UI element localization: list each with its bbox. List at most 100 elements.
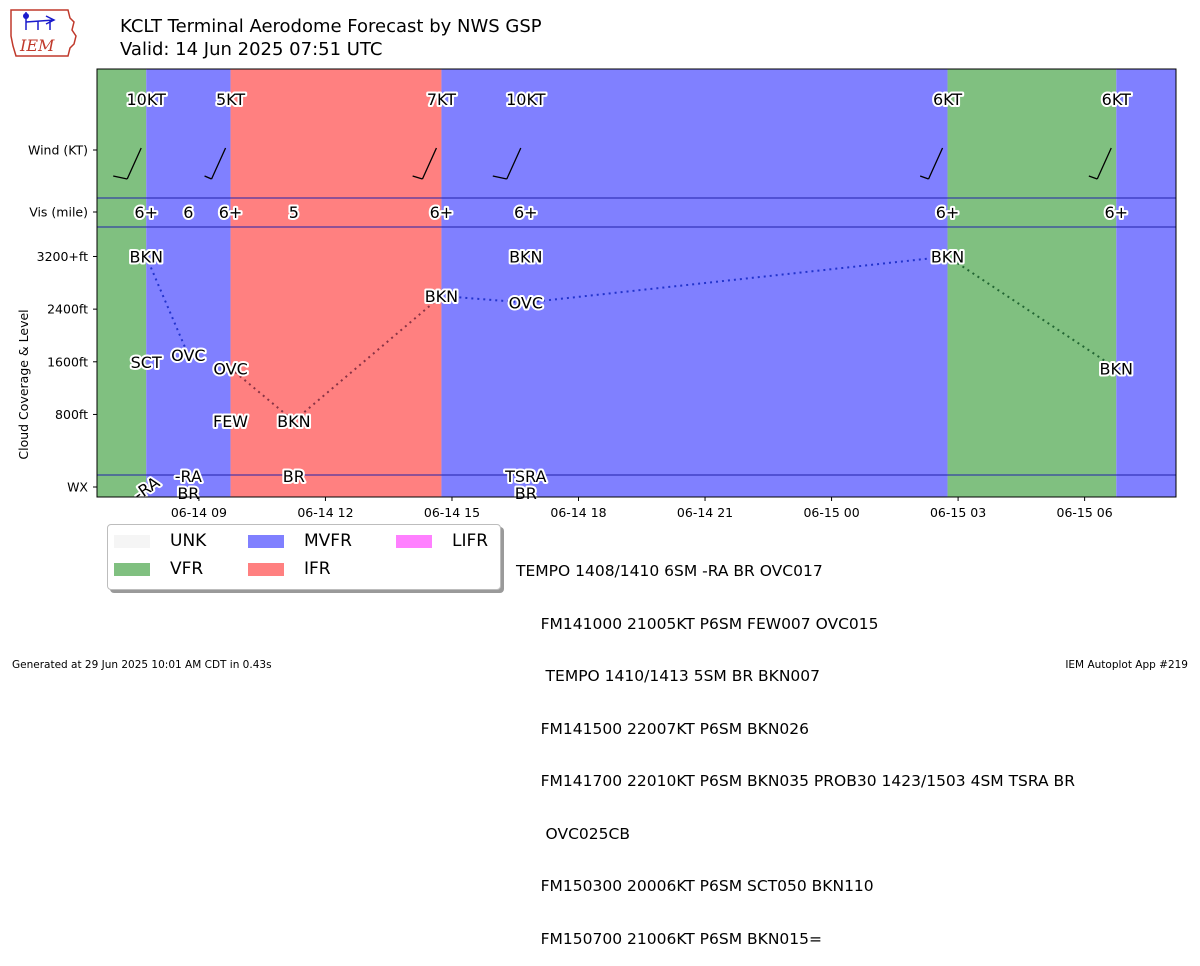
wind-barb-staff [1096, 147, 1112, 180]
xtick-label: 06-15 00 [803, 505, 859, 520]
legend-swatch-vfr [114, 562, 150, 576]
wind-speed-label: 10KT [127, 90, 167, 109]
visibility-label: 6+ [514, 203, 538, 222]
cloud-level-line [946, 255, 1117, 370]
visibility-label: 6+ [936, 203, 960, 222]
visibility-label: 6+ [1104, 203, 1128, 222]
wind-speed-label: 10KT [506, 90, 546, 109]
ytick-wx-label: WX [67, 480, 88, 495]
legend-label-mvfr: MVFR [304, 531, 352, 551]
taf-line: FM150700 21006KT P6SM BKN015= [516, 929, 822, 948]
taf-line: FM141700 22010KT P6SM BKN035 PROB30 1423… [516, 772, 1075, 790]
visibility-label: 6+ [134, 203, 158, 222]
wind-speed-label: 6KT [1102, 90, 1131, 109]
legend-swatch-lifr [396, 534, 432, 548]
wind-barb [412, 147, 438, 180]
weather-label: BR [283, 467, 305, 486]
weather-label: -RA [175, 467, 202, 486]
ytick-3200-ft-label: 3200+ft [37, 249, 88, 264]
visibility-label: 5 [289, 203, 299, 222]
chart-title: KCLT Terminal Aerodome Forecast by NWS G… [120, 16, 542, 37]
xtick-label: 06-14 12 [297, 505, 353, 520]
cloud-level-line [229, 295, 443, 423]
footer-generated: Generated at 29 Jun 2025 10:01 AM CDT in… [12, 659, 272, 671]
wind-barb-staff [927, 147, 944, 180]
legend-label-unk: UNK [170, 531, 207, 551]
span-vfr [97, 69, 147, 497]
legend-swatch-unk [114, 534, 150, 548]
legend-item-vfr: VFR [114, 559, 203, 579]
footer-app: IEM Autoplot App #219 [1065, 659, 1188, 671]
legend-label-vfr: VFR [170, 559, 204, 579]
cloud-level-line [441, 255, 948, 304]
legend-swatch-mvfr [248, 534, 284, 548]
wind-barb-staff [126, 147, 142, 180]
legend-item-ifr: IFR [248, 559, 331, 579]
taf-line: FM150300 20006KT P6SM SCT050 BKN110 [516, 877, 874, 895]
xtick-label: 06-15 03 [930, 505, 986, 520]
wind-barb [113, 147, 142, 180]
legend-label-lifr: LIFR [452, 531, 489, 551]
y-axis-label: Cloud Coverage & Level [16, 309, 31, 459]
wind-speed-label: 5KT [216, 90, 245, 109]
xtick-label: 06-15 06 [1057, 505, 1113, 520]
wind-barb-flag [412, 175, 423, 180]
visibility-label: 6+ [430, 203, 454, 222]
taf-line: TEMPO 1410/1413 5SM BR BKN007 [516, 667, 821, 685]
ytick-2400ft-label: 2400ft [47, 302, 88, 317]
wind-barb [1088, 147, 1112, 180]
span-mvfr [441, 69, 948, 497]
plot-frame [96, 68, 1177, 498]
cloud-cover-label: BKN [509, 247, 542, 266]
legend-item-mvfr: MVFR [248, 531, 352, 551]
iem-logo: IEM [8, 6, 80, 62]
weather-label: BR [177, 484, 199, 503]
legend-item-unk: UNK [114, 531, 206, 551]
legend-label-ifr: IFR [304, 559, 331, 579]
wind-barb-flag [204, 175, 212, 180]
wind-barb-flag [113, 175, 128, 180]
wind-barb [204, 147, 227, 180]
cloud-cover-label: SCT [131, 353, 162, 372]
wind-speed-label: 6KT [933, 90, 962, 109]
wind-barb-staff [421, 147, 438, 180]
ytick-wind-label: Wind (KT) [28, 143, 88, 158]
cloud-cover-label: BKN [1100, 359, 1133, 378]
span-mvfr [1116, 69, 1176, 497]
visibility-label: 6+ [219, 203, 243, 222]
wind-speed-label: 7KT [427, 90, 456, 109]
ytick-1600ft-label: 1600ft [47, 354, 88, 369]
weather-label: BR [515, 484, 537, 503]
taf-text: TEMPO 1408/1410 6SM -RA BR OVC017 FM1410… [516, 528, 1075, 966]
taf-chart: 10KT 5KT 7KT 10KT 6KT 6KT 6+ 6 6+ 5 6+ 6+ 6+ 6+ BKN SCT… [16, 68, 1177, 520]
taf-line: FM141000 21005KT P6SM FEW007 OVC015 [516, 614, 879, 633]
cloud-cover-label: BKN [129, 247, 162, 266]
span-vfr [947, 69, 1117, 497]
wind-barb-staff [506, 147, 522, 180]
visibility-label: 6 [183, 203, 193, 222]
wind-barb [492, 147, 522, 180]
span-mvfr [146, 69, 231, 497]
chart-subtitle: Valid: 14 Jun 2025 07:51 UTC [120, 39, 383, 60]
wind-barb-flag [1088, 175, 1098, 180]
taf-line: TEMPO 1408/1410 6SM -RA BR OVC017 [516, 562, 823, 580]
span-ifr [230, 69, 442, 497]
cloud-cover-label: BKN [425, 287, 458, 306]
cloud-cover-label: OVC [171, 346, 205, 365]
wind-barb-flag [919, 175, 929, 180]
cloud-cover-label: OVC [213, 359, 247, 378]
wind-barb [919, 147, 944, 180]
xtick-label: 06-14 21 [677, 505, 733, 520]
ytick-800ft-label: 800ft [55, 407, 88, 422]
xtick-label: 06-14 15 [424, 505, 480, 520]
cloud-cover-label: BKN [277, 412, 310, 431]
taf-line: FM141500 22007KT P6SM BKN026 [516, 719, 810, 738]
wind-barb-staff [210, 147, 227, 180]
legend: UNK VFR MVFR IFR LIFR [107, 524, 501, 590]
cloud-cover-label: FEW [213, 412, 248, 431]
logo-text: IEM [19, 36, 55, 55]
cloud-cover-label: BKN [931, 247, 964, 266]
weather-label: TSRA [504, 467, 546, 486]
wind-barb-flag [492, 175, 507, 180]
ytick-vis-label: Vis (mile) [29, 205, 88, 220]
